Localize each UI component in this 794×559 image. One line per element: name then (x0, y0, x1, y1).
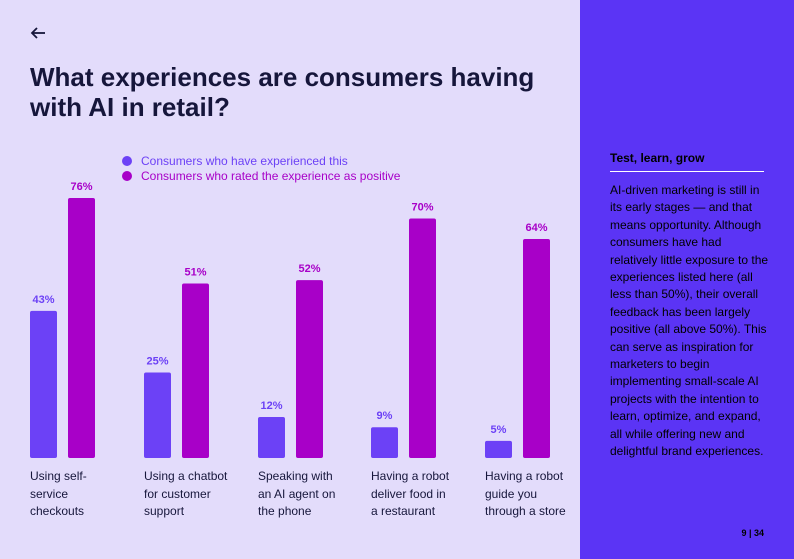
data-label-positive-1: 51% (184, 267, 206, 279)
page-title: What experiences are consumers having wi… (30, 62, 535, 122)
category-label-line: an AI agent on (258, 486, 336, 501)
data-label-positive-0: 76% (70, 181, 92, 193)
page-number: 9 | 34 (741, 528, 764, 538)
category-label-line: for customer (144, 486, 211, 501)
bar-chart: 43% 25% 12% 9% 5% 76% 51% 52% 70% 64% (30, 181, 550, 458)
legend-label-positive: Consumers who rated the experience as po… (141, 168, 401, 183)
category-label-line: Having a robot (485, 469, 564, 483)
content-area (0, 0, 580, 559)
category-label-line: through a store (485, 504, 566, 518)
data-label-experienced-3: 9% (377, 410, 393, 422)
category-label-2: Speaking with an AI agent on the phone (258, 468, 370, 521)
category-label-line: Having a robot (371, 469, 450, 483)
data-label-experienced-4: 5% (491, 424, 507, 436)
sidebar-body: AI-driven marketing is still in its earl… (610, 183, 769, 459)
bar-positive-3 (409, 218, 436, 458)
bar-experienced-1 (144, 372, 171, 458)
category-label-line: a restaurant (371, 504, 436, 518)
category-label-line: service (30, 486, 69, 501)
sidebar-panel (580, 0, 794, 559)
category-label-line: guide you (485, 486, 538, 501)
data-label-positive-4: 64% (525, 222, 547, 234)
bar-positive-4 (523, 239, 550, 458)
data-label-experienced-0: 43% (32, 294, 54, 306)
category-label-line: Using self- (30, 469, 87, 483)
legend-item-positive: Consumers who rated the experience as po… (122, 168, 400, 183)
bar-experienced-0 (30, 310, 57, 458)
bar-positive-0 (68, 198, 95, 458)
category-label-0: Using self-service checkouts (30, 468, 142, 521)
legend-item-experienced: Consumers who have experienced this (122, 153, 400, 168)
data-label-experienced-2: 12% (260, 400, 282, 412)
bar-positive-1 (182, 283, 209, 458)
arrow-left-icon[interactable] (30, 24, 48, 42)
data-label-experienced-1: 25% (146, 355, 168, 367)
category-label-line: checkouts (30, 504, 85, 518)
category-label-3: Having a robot deliver food in a restauran… (371, 468, 483, 521)
category-label-line: support (144, 504, 185, 518)
category-label-4: Having a robot guide you through a store (485, 468, 597, 521)
legend-label-experienced: Consumers who have experienced this (141, 153, 348, 168)
bar-experienced-2 (258, 416, 285, 458)
category-label-line: deliver food in (371, 486, 446, 501)
bar-positive-2 (296, 280, 323, 458)
category-label-line: Using a chatbot (144, 469, 228, 483)
legend-swatch-experienced (122, 155, 132, 166)
data-label-positive-2: 52% (298, 263, 320, 275)
sidebar-heading: Test, learn, grow (610, 151, 764, 172)
data-label-positive-3: 70% (411, 202, 433, 214)
bar-experienced-3 (371, 427, 398, 458)
category-label-line: the phone (258, 504, 312, 518)
chart-legend: Consumers who have experienced this Cons… (122, 153, 400, 183)
category-label-1: Using a chatbot for customer support (144, 468, 256, 521)
bar-experienced-4 (485, 440, 512, 458)
legend-swatch-positive (122, 170, 132, 181)
category-label-line: Speaking with (258, 469, 333, 483)
